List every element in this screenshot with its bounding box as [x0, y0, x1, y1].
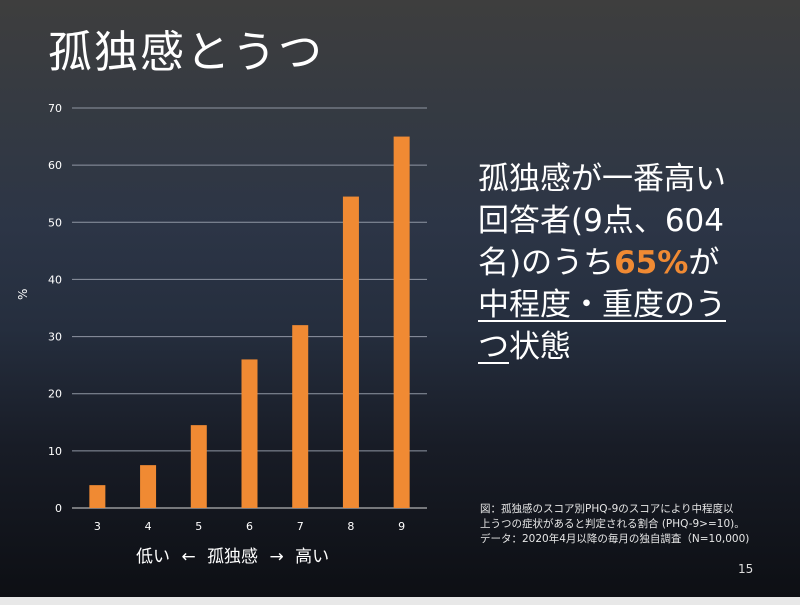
footnote-line-1: 図：孤独感のスコア別PHQ-9のスコアにより中程度以 [480, 503, 734, 515]
callout-text: 孤独感が一番高い 回答者(9点、604 名)のうち65%が 中程度・重度のう つ… [478, 158, 778, 368]
y-tick-label: 70 [48, 102, 62, 115]
x-axis-title-low: 低い [136, 547, 170, 567]
y-tick-label: 20 [48, 388, 62, 401]
y-tick-label: 30 [48, 331, 62, 344]
callout-line-1: 孤独感が一番高い [478, 161, 726, 197]
x-tick-label: 5 [195, 520, 202, 533]
y-tick-label: 50 [48, 216, 62, 229]
y-tick-label: 10 [48, 445, 62, 458]
right-arrow-icon: → [269, 547, 284, 567]
callout-line-3c: が [688, 245, 720, 281]
slide-title: 孤独感とうつ [48, 27, 324, 78]
callout-line-2: 回答者(9点、604 [478, 203, 724, 239]
footnote-line-3: データ：2020年4月以降の毎月の独自調査（N=10,000) [480, 533, 750, 545]
y-tick-label: 0 [55, 502, 62, 515]
bar [342, 196, 359, 509]
callout-line-3a: 名)のうち [478, 245, 615, 281]
y-tick-label: 40 [48, 273, 62, 286]
y-axis-label: % [16, 288, 30, 300]
bar [292, 325, 309, 508]
callout-line-5a: つ [478, 329, 509, 365]
x-tick-label: 7 [297, 520, 304, 533]
x-axis-title-main: 孤独感 [207, 547, 259, 567]
y-tick-label: 60 [48, 159, 62, 172]
x-axis-title: 低い ← 孤独感 → 高い [136, 542, 335, 567]
callout-line-5b: 状態 [509, 329, 571, 365]
callout-line-5: つ状態 [478, 326, 778, 368]
bar [190, 425, 207, 508]
footnote: 図：孤独感のスコア別PHQ-9のスコアにより中程度以 上うつの症状があると判定さ… [480, 502, 790, 547]
callout-line-3: 名)のうち65%が [478, 242, 778, 284]
x-tick-label: 4 [145, 520, 152, 533]
bar [393, 136, 410, 509]
page-number: 15 [738, 562, 754, 576]
bar [241, 359, 258, 508]
footnote-line-2: 上うつの症状があると判定される割合 (PHQ-9>=10)。 [480, 518, 745, 530]
bar [140, 465, 157, 508]
x-tick-label: 3 [94, 520, 101, 533]
x-tick-label: 9 [398, 520, 405, 533]
callout-line-4: 中程度・重度のう [478, 287, 726, 323]
bar [89, 485, 106, 508]
bottom-strip [0, 597, 800, 605]
x-tick-label: 6 [246, 520, 253, 533]
x-tick-label: 8 [347, 520, 354, 533]
callout-highlight-percent: 65% [614, 245, 689, 281]
x-axis-title-high: 高い [295, 547, 330, 567]
left-arrow-icon: ← [181, 547, 196, 567]
